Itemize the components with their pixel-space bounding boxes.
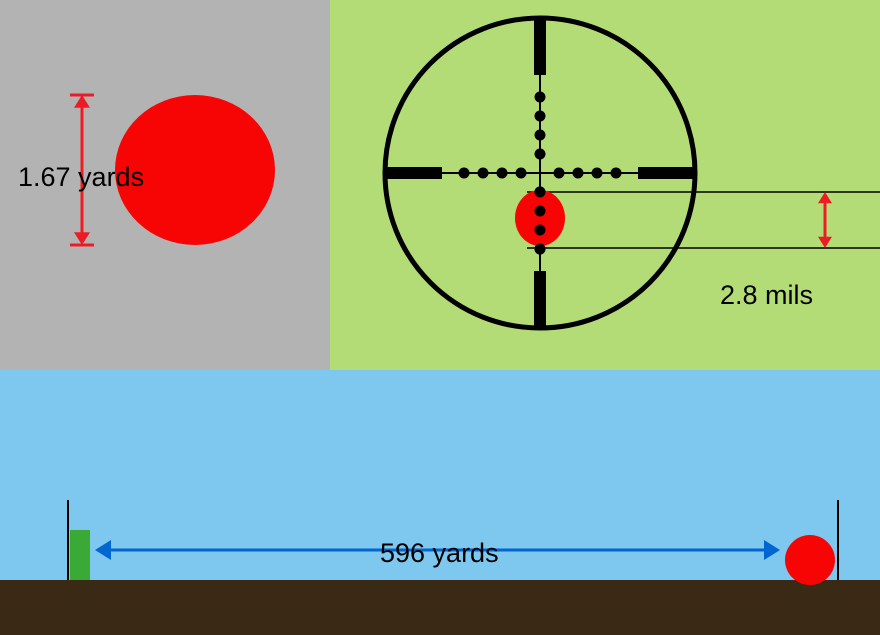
mils-label: 2.8 mils (720, 280, 813, 311)
panel-reticle: 2.8 mils (330, 0, 880, 370)
distance-svg (0, 370, 880, 635)
panel-distance: 596 yards (0, 370, 880, 635)
distance-label: 596 yards (380, 538, 499, 569)
target-height-label: 1.67 yards (18, 162, 144, 193)
reticle-svg (330, 0, 880, 370)
panel-target-size: 1.67 yards (0, 0, 330, 370)
